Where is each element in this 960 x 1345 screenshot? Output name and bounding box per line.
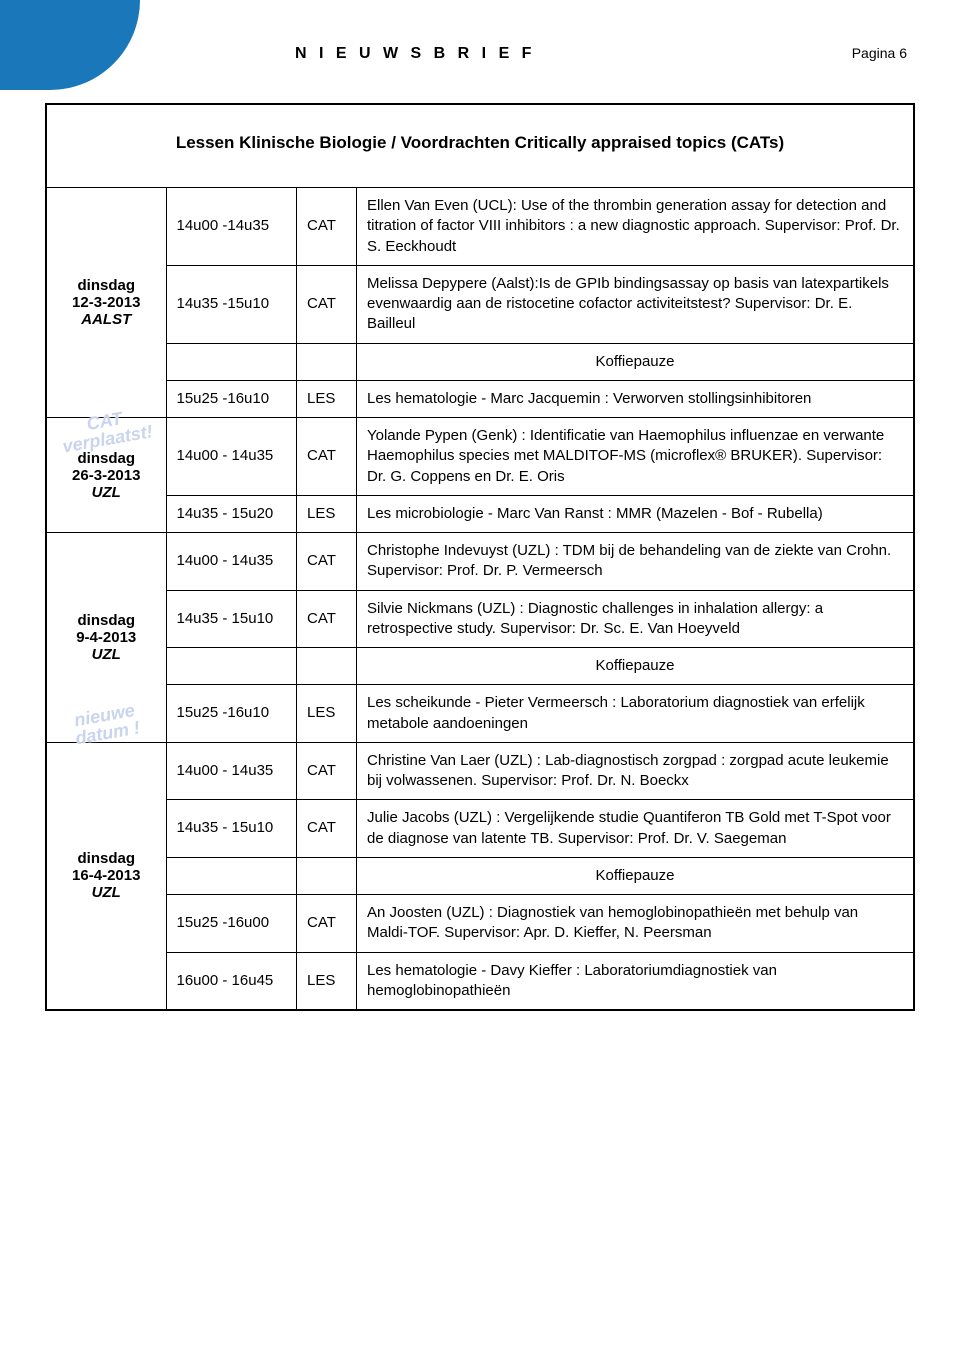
sessions-cell: 14u00 - 14u35CATChristine Van Laer (UZL)… — [166, 742, 914, 1010]
date-value: 26-3-2013 — [53, 467, 160, 484]
session-type: CAT — [297, 418, 357, 495]
schedule-table: Lessen Klinische Biologie / Voordrachten… — [45, 103, 915, 1011]
session-description: Yolande Pypen (Genk) : Identificatie van… — [357, 418, 914, 495]
session-description: Les scheikunde - Pieter Vermeersch : Lab… — [357, 685, 914, 742]
session-type: CAT — [297, 895, 357, 953]
table-title: Lessen Klinische Biologie / Voordrachten… — [46, 104, 914, 188]
page: N I E U W S B R I E F Pagina 6 Lessen Kl… — [0, 0, 960, 1056]
session-description: Christophe Indevuyst (UZL) : TDM bij de … — [357, 533, 914, 590]
date-weekday: dinsdag — [53, 612, 160, 629]
session-row: 14u00 - 14u35CATChristophe Indevuyst (UZ… — [167, 533, 914, 590]
session-inner-table: 14u00 - 14u35CATYolande Pypen (Genk) : I… — [167, 418, 914, 532]
date-weekday: dinsdag — [53, 850, 160, 867]
session-type: CAT — [297, 188, 357, 265]
koffiepauze: Koffiepauze — [357, 343, 914, 380]
session-description: An Joosten (UZL) : Diagnostiek van hemog… — [357, 895, 914, 953]
session-time-empty — [167, 343, 297, 380]
koffiepauze: Koffiepauze — [357, 857, 914, 894]
date-cell: dinsdag9-4-2013UZLnieuwedatum ! — [46, 533, 166, 743]
date-cell: dinsdag16-4-2013UZL — [46, 742, 166, 1010]
session-row: 15u25 -16u00CATAn Joosten (UZL) : Diagno… — [167, 895, 914, 953]
session-type: CAT — [297, 590, 357, 648]
session-row: 15u25 -16u10LESLes scheikunde - Pieter V… — [167, 685, 914, 742]
date-value: 16-4-2013 — [53, 867, 160, 884]
page-number: Pagina 6 — [852, 45, 907, 61]
session-time: 15u25 -16u10 — [167, 380, 297, 417]
brand-label: N I E U W S B R I E F — [295, 45, 535, 63]
session-time: 15u25 -16u10 — [167, 685, 297, 742]
session-time-empty — [167, 648, 297, 685]
session-description: Melissa Depypere (Aalst):Is de GPIb bind… — [357, 265, 914, 343]
date-weekday: dinsdag — [53, 450, 160, 467]
session-time: 16u00 - 16u45 — [167, 952, 297, 1009]
date-location: UZL — [53, 884, 160, 901]
date-value: 9-4-2013 — [53, 629, 160, 646]
session-description: Ellen Van Even (UCL): Use of the thrombi… — [357, 188, 914, 265]
date-location: UZL — [53, 646, 160, 663]
session-row: 14u35 - 15u10CATJulie Jacobs (UZL) : Ver… — [167, 800, 914, 858]
session-row: 14u35 -15u10CATMelissa Depypere (Aalst):… — [167, 265, 914, 343]
sessions-cell: 14u00 - 14u35CATYolande Pypen (Genk) : I… — [166, 418, 914, 533]
session-description: Silvie Nickmans (UZL) : Diagnostic chall… — [357, 590, 914, 648]
date-cell: CATverplaatst!dinsdag26-3-2013UZL — [46, 418, 166, 533]
session-row: Koffiepauze — [167, 857, 914, 894]
session-type-empty — [297, 343, 357, 380]
header-row: N I E U W S B R I E F Pagina 6 — [295, 45, 907, 63]
session-time: 14u35 - 15u20 — [167, 495, 297, 532]
sessions-cell: 14u00 -14u35CATEllen Van Even (UCL): Use… — [166, 188, 914, 418]
session-time-empty — [167, 857, 297, 894]
session-row: 14u35 - 15u10CATSilvie Nickmans (UZL) : … — [167, 590, 914, 648]
session-time: 14u00 -14u35 — [167, 188, 297, 265]
session-type: LES — [297, 495, 357, 532]
session-description: Christine Van Laer (UZL) : Lab-diagnosti… — [357, 743, 914, 800]
session-time: 14u00 - 14u35 — [167, 418, 297, 495]
session-description: Les hematologie - Marc Jacquemin : Verwo… — [357, 380, 914, 417]
session-description: Les microbiologie - Marc Van Ranst : MMR… — [357, 495, 914, 532]
session-type: CAT — [297, 800, 357, 858]
session-row: Koffiepauze — [167, 648, 914, 685]
session-row: 14u00 - 14u35CATChristine Van Laer (UZL)… — [167, 743, 914, 800]
session-type: LES — [297, 380, 357, 417]
session-row: 14u35 - 15u20LESLes microbiologie - Marc… — [167, 495, 914, 532]
session-row: 14u00 -14u35CATEllen Van Even (UCL): Use… — [167, 188, 914, 265]
session-type-empty — [297, 857, 357, 894]
stamp-nieuwe-datum: nieuwedatum ! — [71, 700, 141, 747]
koffiepauze: Koffiepauze — [357, 648, 914, 685]
session-row: Koffiepauze — [167, 343, 914, 380]
session-type: CAT — [297, 265, 357, 343]
date-weekday: dinsdag — [53, 277, 160, 294]
date-cell: dinsdag12-3-2013AALST — [46, 188, 166, 418]
session-description: Julie Jacobs (UZL) : Vergelijkende studi… — [357, 800, 914, 858]
session-time: 14u35 -15u10 — [167, 265, 297, 343]
session-row: 15u25 -16u10LESLes hematologie - Marc Ja… — [167, 380, 914, 417]
session-inner-table: 14u00 - 14u35CATChristine Van Laer (UZL)… — [167, 743, 914, 1009]
session-inner-table: 14u00 - 14u35CATChristophe Indevuyst (UZ… — [167, 533, 914, 742]
session-row: 14u00 - 14u35CATYolande Pypen (Genk) : I… — [167, 418, 914, 495]
date-location: UZL — [53, 484, 160, 501]
session-time: 14u00 - 14u35 — [167, 533, 297, 590]
session-time: 14u35 - 15u10 — [167, 590, 297, 648]
session-type: CAT — [297, 743, 357, 800]
session-time: 14u00 - 14u35 — [167, 743, 297, 800]
session-type: CAT — [297, 533, 357, 590]
session-row: 16u00 - 16u45LESLes hematologie - Davy K… — [167, 952, 914, 1009]
date-location: AALST — [53, 311, 160, 328]
sessions-cell: 14u00 - 14u35CATChristophe Indevuyst (UZ… — [166, 533, 914, 743]
session-inner-table: 14u00 -14u35CATEllen Van Even (UCL): Use… — [167, 188, 914, 417]
session-time: 14u35 - 15u10 — [167, 800, 297, 858]
session-description: Les hematologie - Davy Kieffer : Laborat… — [357, 952, 914, 1009]
date-value: 12-3-2013 — [53, 294, 160, 311]
session-type: LES — [297, 685, 357, 742]
session-time: 15u25 -16u00 — [167, 895, 297, 953]
session-type-empty — [297, 648, 357, 685]
session-type: LES — [297, 952, 357, 1009]
